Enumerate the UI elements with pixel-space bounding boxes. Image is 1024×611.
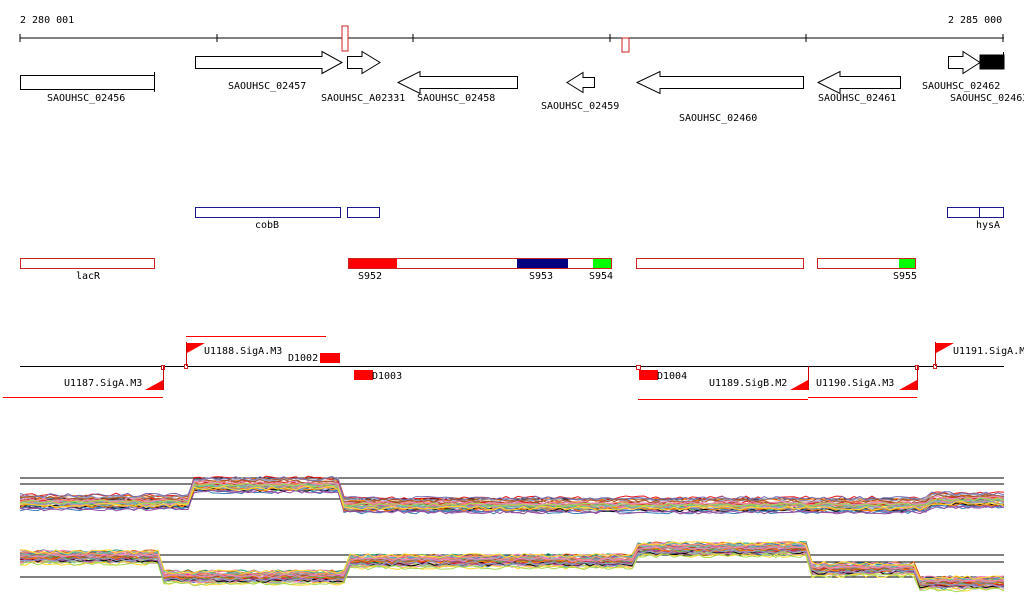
gene-label: SAOUHSC_02463 — [950, 93, 1024, 104]
annotation-label: hysA — [976, 220, 1000, 231]
segment-fill-red[interactable] — [349, 259, 397, 268]
expression-profile-line — [19, 545, 1005, 583]
promoter-flag[interactable] — [145, 380, 163, 390]
expression-profile-line — [19, 478, 1005, 504]
promoter-label: U1188.SigA.M3 — [204, 346, 282, 357]
segment-label: S955 — [893, 271, 917, 282]
segment-box[interactable] — [817, 258, 916, 269]
terminator-box[interactable] — [354, 370, 373, 380]
gene-labels: SAOUHSC_02456 SAOUHSC_02457 SAOUHSC_A023… — [47, 81, 1024, 124]
gene-label: SAOUHSC_A02331 — [321, 93, 405, 104]
coord-end-label: 2 285 000 — [948, 15, 1002, 26]
annotation-track — [195, 207, 1004, 218]
genes-track — [20, 50, 1005, 95]
expression-track-upper — [19, 475, 1005, 515]
gene-label: SAOUHSC_02460 — [679, 113, 757, 124]
expression-profile-line — [19, 543, 1005, 583]
expression-profile-line — [19, 485, 1005, 511]
annotation-label: cobB — [255, 220, 279, 231]
ruler-marker[interactable] — [621, 37, 630, 53]
annotation-box[interactable] — [195, 207, 341, 218]
expression-profile-line — [19, 541, 1005, 581]
promoter-flag[interactable] — [187, 343, 205, 353]
segment-label: S954 — [589, 271, 613, 282]
ruler-marker[interactable] — [341, 25, 349, 52]
gene-label: SAOUHSC_02458 — [417, 93, 495, 104]
segment-label: lacR — [76, 271, 101, 282]
gene-arrow-right[interactable] — [195, 50, 344, 75]
expression-profile-line — [20, 548, 1005, 588]
gene-box[interactable] — [20, 75, 155, 90]
expression-profile-line — [19, 482, 1005, 508]
gene-label: SAOUHSC_02461 — [818, 93, 896, 104]
promoter-label: U1187.SigA.M3 — [64, 378, 142, 389]
segment-fill-blue[interactable] — [517, 259, 568, 268]
terminator-box[interactable] — [320, 353, 340, 363]
coord-start-label: 2 280 001 — [20, 15, 74, 26]
segment-label: S953 — [529, 271, 553, 282]
annotation-box[interactable] — [947, 207, 1004, 218]
segment-box[interactable] — [20, 258, 155, 269]
expression-profile-line — [19, 553, 1005, 593]
gene-arrow-right[interactable] — [948, 50, 981, 75]
expression-profile-line — [19, 481, 1005, 507]
gene-label: SAOUHSC_02459 — [541, 101, 619, 112]
segment-fill-green[interactable] — [593, 259, 611, 268]
annotation-labels: cobB hysA — [255, 220, 1000, 231]
promoter-flag[interactable] — [790, 380, 808, 390]
gene-arrow-left[interactable] — [635, 70, 804, 95]
expression-track-lower — [19, 541, 1005, 593]
terminator-label: D1004 — [657, 371, 687, 382]
gene-arrow-left[interactable] — [566, 71, 595, 94]
coordinate-ruler: 2 280 001 2 285 000 — [19, 15, 1004, 53]
gene-label: SAOUHSC_02456 — [47, 93, 125, 104]
segment-label: S952 — [358, 271, 382, 282]
terminator-label: D1003 — [372, 371, 402, 382]
terminator-label: D1002 — [288, 353, 318, 364]
promoter-flag[interactable] — [936, 343, 954, 353]
segment-labels: lacR S952 S953 S954 S955 — [76, 271, 917, 282]
gene-box-filled[interactable] — [979, 54, 1005, 70]
expression-profile-line — [19, 489, 1005, 515]
terminator-box[interactable] — [639, 370, 658, 380]
gene-label: SAOUHSC_02462 — [922, 81, 1000, 92]
promoter-label: U1189.SigB.M2 — [709, 378, 787, 389]
promoter-label: U1190.SigA.M3 — [816, 378, 894, 389]
regulatory-track — [3, 336, 1004, 400]
annotation-box[interactable] — [347, 207, 380, 218]
segment-fill-green[interactable] — [899, 259, 915, 268]
expression-profile-line — [19, 475, 1005, 501]
segment-box[interactable] — [348, 258, 612, 269]
expression-profile-line — [19, 475, 1005, 501]
promoter-flag[interactable] — [899, 380, 917, 390]
expression-profile-line — [19, 548, 1005, 588]
segment-track — [20, 258, 916, 269]
gene-label: SAOUHSC_02457 — [228, 81, 306, 92]
gene-arrow-right[interactable] — [347, 50, 381, 75]
expression-profile-line — [19, 488, 1005, 514]
gene-arrow-left[interactable] — [396, 70, 518, 95]
gene-arrow-left[interactable] — [816, 70, 901, 95]
segment-box[interactable] — [636, 258, 804, 269]
regulatory-labels: U1187.SigA.M3 U1188.SigA.M3 U1189.SigB.M… — [64, 346, 1024, 389]
ruler-ticks — [19, 34, 1004, 42]
promoter-label: U1191.SigA.M3 — [953, 346, 1024, 357]
